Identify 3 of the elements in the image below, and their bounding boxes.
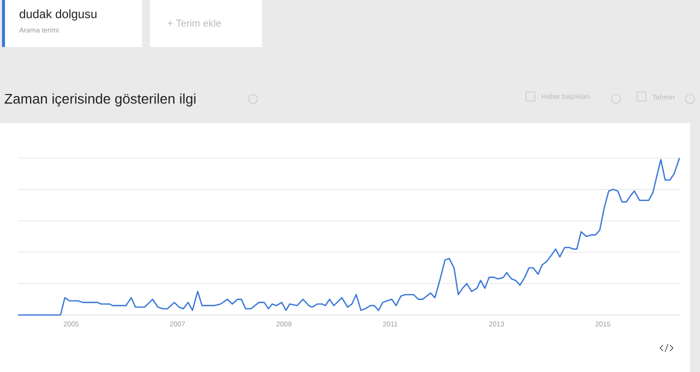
text: + Terim ekle — [168, 19, 221, 27]
text: dudak dolgusu — [20, 9, 96, 21]
chart-title: Zaman içerisinde gösterilen ilgi — [4, 93, 196, 107]
